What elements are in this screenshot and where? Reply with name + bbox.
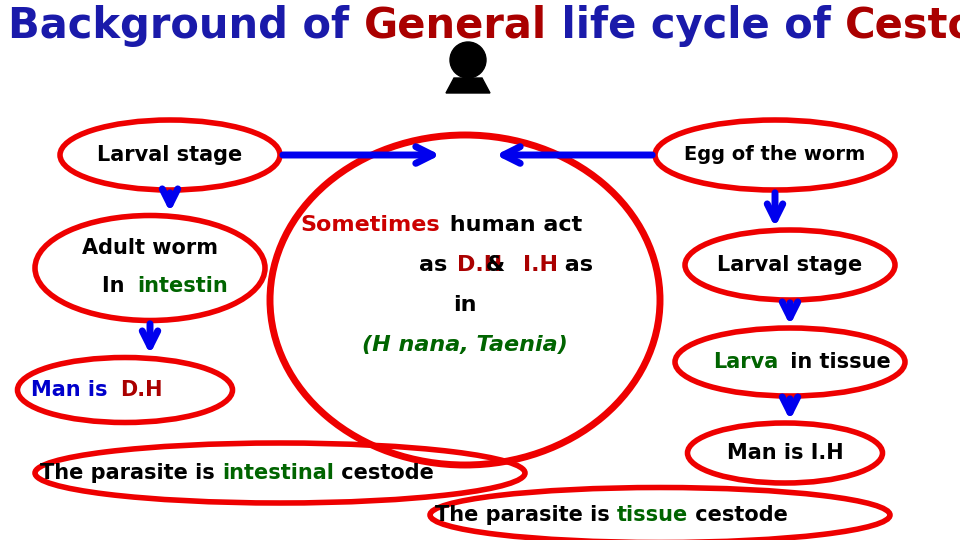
Text: cestode: cestode <box>334 463 434 483</box>
Text: human act: human act <box>442 215 583 235</box>
Text: intestinal: intestinal <box>222 463 334 483</box>
Text: In: In <box>103 276 132 296</box>
Text: cestode: cestode <box>688 505 788 525</box>
Text: (H nana, Taenia): (H nana, Taenia) <box>362 335 568 355</box>
Text: as: as <box>419 255 455 275</box>
Text: Larval stage: Larval stage <box>717 255 863 275</box>
Circle shape <box>450 42 486 78</box>
Text: life cycle of: life cycle of <box>547 5 845 47</box>
Text: Sometimes: Sometimes <box>300 215 440 235</box>
Text: I.H: I.H <box>523 255 558 275</box>
Text: Egg of the worm: Egg of the worm <box>684 145 866 165</box>
Text: &: & <box>477 255 513 275</box>
Text: tissue: tissue <box>617 505 688 525</box>
Text: intestin: intestin <box>137 276 228 296</box>
Text: as: as <box>557 255 593 275</box>
Text: Cestodes: Cestodes <box>845 5 960 47</box>
Polygon shape <box>446 78 490 93</box>
Text: D.H: D.H <box>457 255 502 275</box>
Text: Man is: Man is <box>32 380 115 400</box>
Text: The parasite is: The parasite is <box>435 505 617 525</box>
Text: in tissue: in tissue <box>783 352 891 372</box>
Text: in: in <box>453 295 477 315</box>
Text: Background of: Background of <box>8 5 364 47</box>
Text: Larva: Larva <box>712 352 778 372</box>
Text: Adult worm: Adult worm <box>82 238 218 258</box>
Text: D.H: D.H <box>120 380 162 400</box>
Text: Man is I.H: Man is I.H <box>727 443 843 463</box>
Text: General: General <box>364 5 547 47</box>
Text: Larval stage: Larval stage <box>97 145 243 165</box>
Text: The parasite is: The parasite is <box>40 463 222 483</box>
